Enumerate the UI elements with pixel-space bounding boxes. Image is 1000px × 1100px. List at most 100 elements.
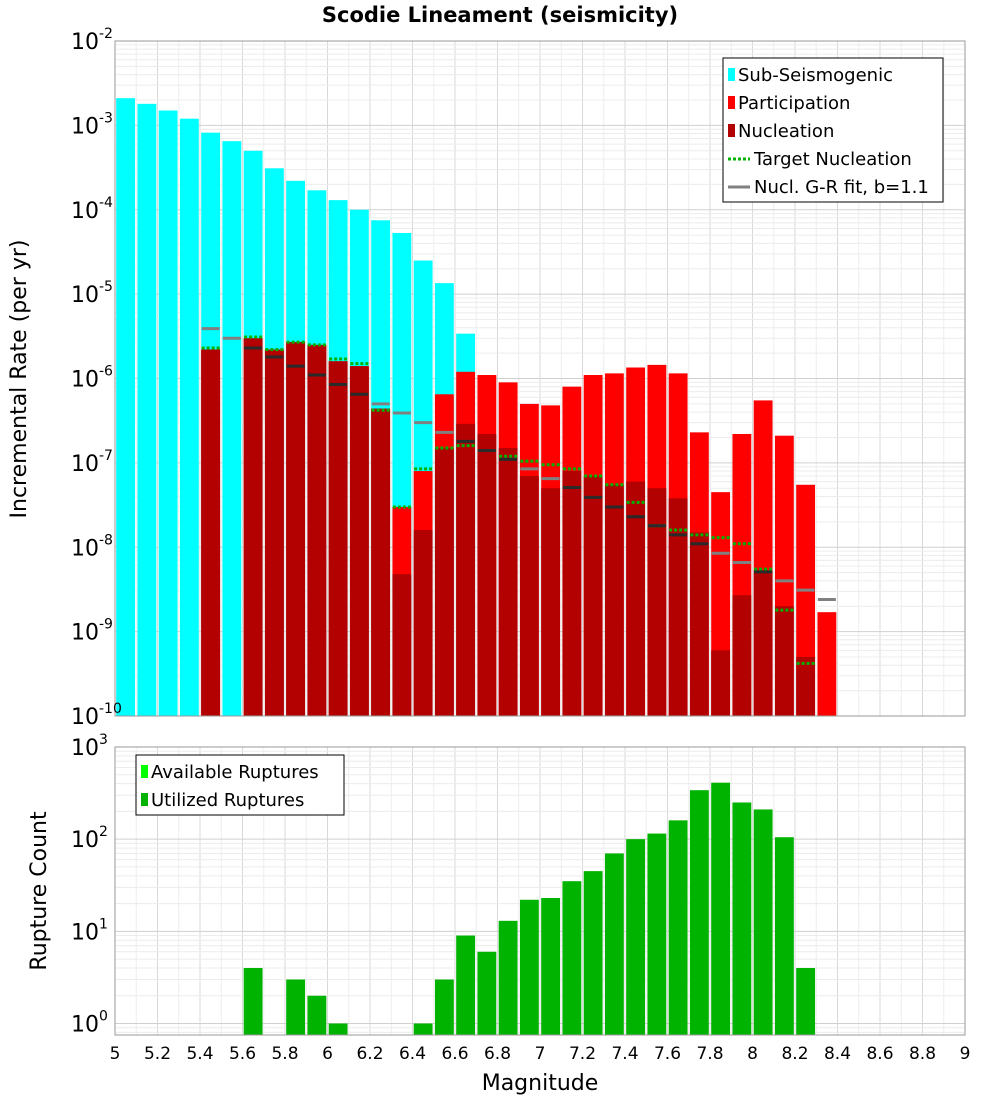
bar-nucleation [498, 448, 518, 716]
top-y-tick-label: 10-3 [71, 110, 113, 139]
x-tick-label: 9 [960, 1044, 971, 1064]
bar-sub-seismogenic [179, 118, 199, 716]
x-tick-label: 5 [110, 1044, 121, 1064]
top-markers [201, 327, 836, 665]
legend-swatch-nucleation [728, 124, 735, 137]
x-tick-label: 5.4 [186, 1044, 213, 1064]
bar-utilized-ruptures [689, 790, 709, 1035]
bar-utilized-ruptures [328, 1023, 348, 1035]
bar-nucleation [328, 361, 348, 716]
bar-nucleation [647, 488, 667, 716]
chart-title: Scodie Lineament (seismicity) [322, 3, 678, 27]
bar-nucleation [434, 448, 454, 716]
x-tick-label: 6.8 [484, 1044, 511, 1064]
top-y-ticks: 10-10 10-9 10-8 10-7 10-6 10-5 10-4 10-3 10-2 [71, 26, 122, 730]
x-tick-label: 5.2 [144, 1044, 171, 1064]
bar-nucleation [796, 657, 816, 716]
legend-label-nucleation: Nucleation [738, 121, 834, 142]
top-bars [116, 98, 837, 717]
top-y-tick-label: 10-8 [71, 532, 113, 561]
top-plot-border [114, 40, 966, 717]
bar-utilized-ruptures [562, 881, 582, 1035]
bar-sub-seismogenic [116, 98, 136, 716]
bar-utilized-ruptures [477, 951, 497, 1035]
x-ticks: 5 5.2 5.4 5.6 5.8 6 6.2 6.4 6.6 6.8 7 7.2 7.4 7.6 7.8 8… [110, 1044, 971, 1064]
bottom-y-tick-label: 103 [71, 732, 108, 761]
x-tick-label: 7.8 [696, 1044, 723, 1064]
bottom-y-axis-title: Rupture Count [27, 811, 52, 971]
bar-nucleation [286, 342, 306, 716]
bar-utilized-ruptures [711, 782, 731, 1035]
x-tick-label: 5.6 [229, 1044, 256, 1064]
bar-utilized-ruptures [732, 802, 752, 1035]
legend-label-nucl-g-r-fit-b-1-1: Nucl. G-R fit, b=1.1 [754, 177, 929, 198]
bottom-grid [114, 747, 966, 1035]
x-tick-label: 8.6 [866, 1044, 893, 1064]
bar-nucleation [604, 484, 624, 716]
legend-label-sub-seismogenic: Sub-Seismogenic [738, 65, 893, 86]
bar-nucleation [371, 408, 391, 716]
top-panel: 10-10 10-9 10-8 10-7 10-6 10-5 10-4 10-3 10-2 Sub… [71, 26, 966, 730]
bar-utilized-ruptures [243, 967, 263, 1035]
bar-nucleation [753, 570, 773, 716]
x-tick-label: 6 [322, 1044, 333, 1064]
bar-utilized-ruptures [541, 897, 561, 1035]
bar-nucleation [583, 475, 603, 716]
bar-nucleation [456, 423, 476, 716]
bar-sub-seismogenic [158, 110, 178, 716]
legend-swatch-participation [728, 96, 735, 109]
x-tick-label: 5.8 [271, 1044, 298, 1064]
bar-nucleation [413, 530, 433, 716]
x-tick-label: 7.2 [569, 1044, 596, 1064]
bottom-y-tick-label: 101 [71, 916, 108, 945]
bar-nucleation [626, 481, 646, 716]
legend-label-target-nucleation: Target Nucleation [753, 149, 912, 170]
bar-nucleation [477, 433, 497, 716]
x-tick-label: 8.8 [909, 1044, 936, 1064]
top-y-tick-label: 10-2 [71, 26, 113, 55]
bar-utilized-ruptures [647, 833, 667, 1035]
bar-utilized-ruptures [774, 837, 794, 1035]
top-y-tick-label: 10-5 [71, 279, 113, 308]
bar-nucleation [732, 595, 752, 716]
x-tick-label: 6.6 [441, 1044, 468, 1064]
legend-label-utilized-ruptures: Utilized Ruptures [151, 790, 304, 811]
bar-utilized-ruptures [668, 820, 688, 1035]
top-y-axis-title: Incremental Rate (per yr) [7, 240, 32, 519]
legend-swatch-utilized-ruptures [141, 793, 148, 806]
x-axis-title: Magnitude [482, 1071, 599, 1096]
bar-participation [817, 612, 837, 716]
bar-utilized-ruptures [796, 967, 816, 1035]
bar-utilized-ruptures [519, 899, 539, 1035]
bar-nucleation [243, 338, 263, 716]
bar-nucleation [349, 366, 369, 716]
top-y-tick-label: 10-4 [71, 195, 113, 224]
legend-label-participation: Participation [738, 93, 850, 114]
bar-sub-seismogenic [222, 141, 242, 717]
x-tick-label: 6.2 [356, 1044, 383, 1064]
bar-utilized-ruptures [626, 839, 646, 1035]
legend-swatch-available-ruptures [141, 765, 148, 778]
bar-utilized-ruptures [753, 809, 773, 1035]
bottom-bars [243, 782, 816, 1035]
bar-nucleation [307, 344, 327, 716]
x-tick-label: 7 [535, 1044, 546, 1064]
top-y-tick-label: 10-6 [71, 364, 113, 393]
bar-nucleation [519, 475, 539, 716]
bottom-y-tick-label: 100 [71, 1008, 108, 1037]
x-tick-label: 7.6 [654, 1044, 681, 1064]
top-y-tick-label: 10-7 [71, 448, 113, 477]
bottom-panel: 100 101 102 103 5 5.2 5.4 5.6 5.8 6 6.2 6.4 6.6 6.8 7 7… [71, 732, 970, 1064]
bar-nucleation [774, 606, 794, 716]
bar-utilized-ruptures [604, 853, 624, 1035]
bottom-plot-border [114, 746, 966, 1036]
bar-utilized-ruptures [434, 979, 454, 1035]
bar-nucleation [562, 471, 582, 716]
bar-utilized-ruptures [583, 871, 603, 1035]
bar-utilized-ruptures [307, 995, 327, 1035]
top-y-tick-label: 10-10 [71, 701, 122, 730]
bottom-legend-box [135, 754, 345, 816]
top-legend: Sub-Seismogenic Participation Nucleation Ta… [722, 57, 944, 203]
bar-utilized-ruptures [498, 920, 518, 1035]
x-tick-label: 8.2 [781, 1044, 808, 1064]
